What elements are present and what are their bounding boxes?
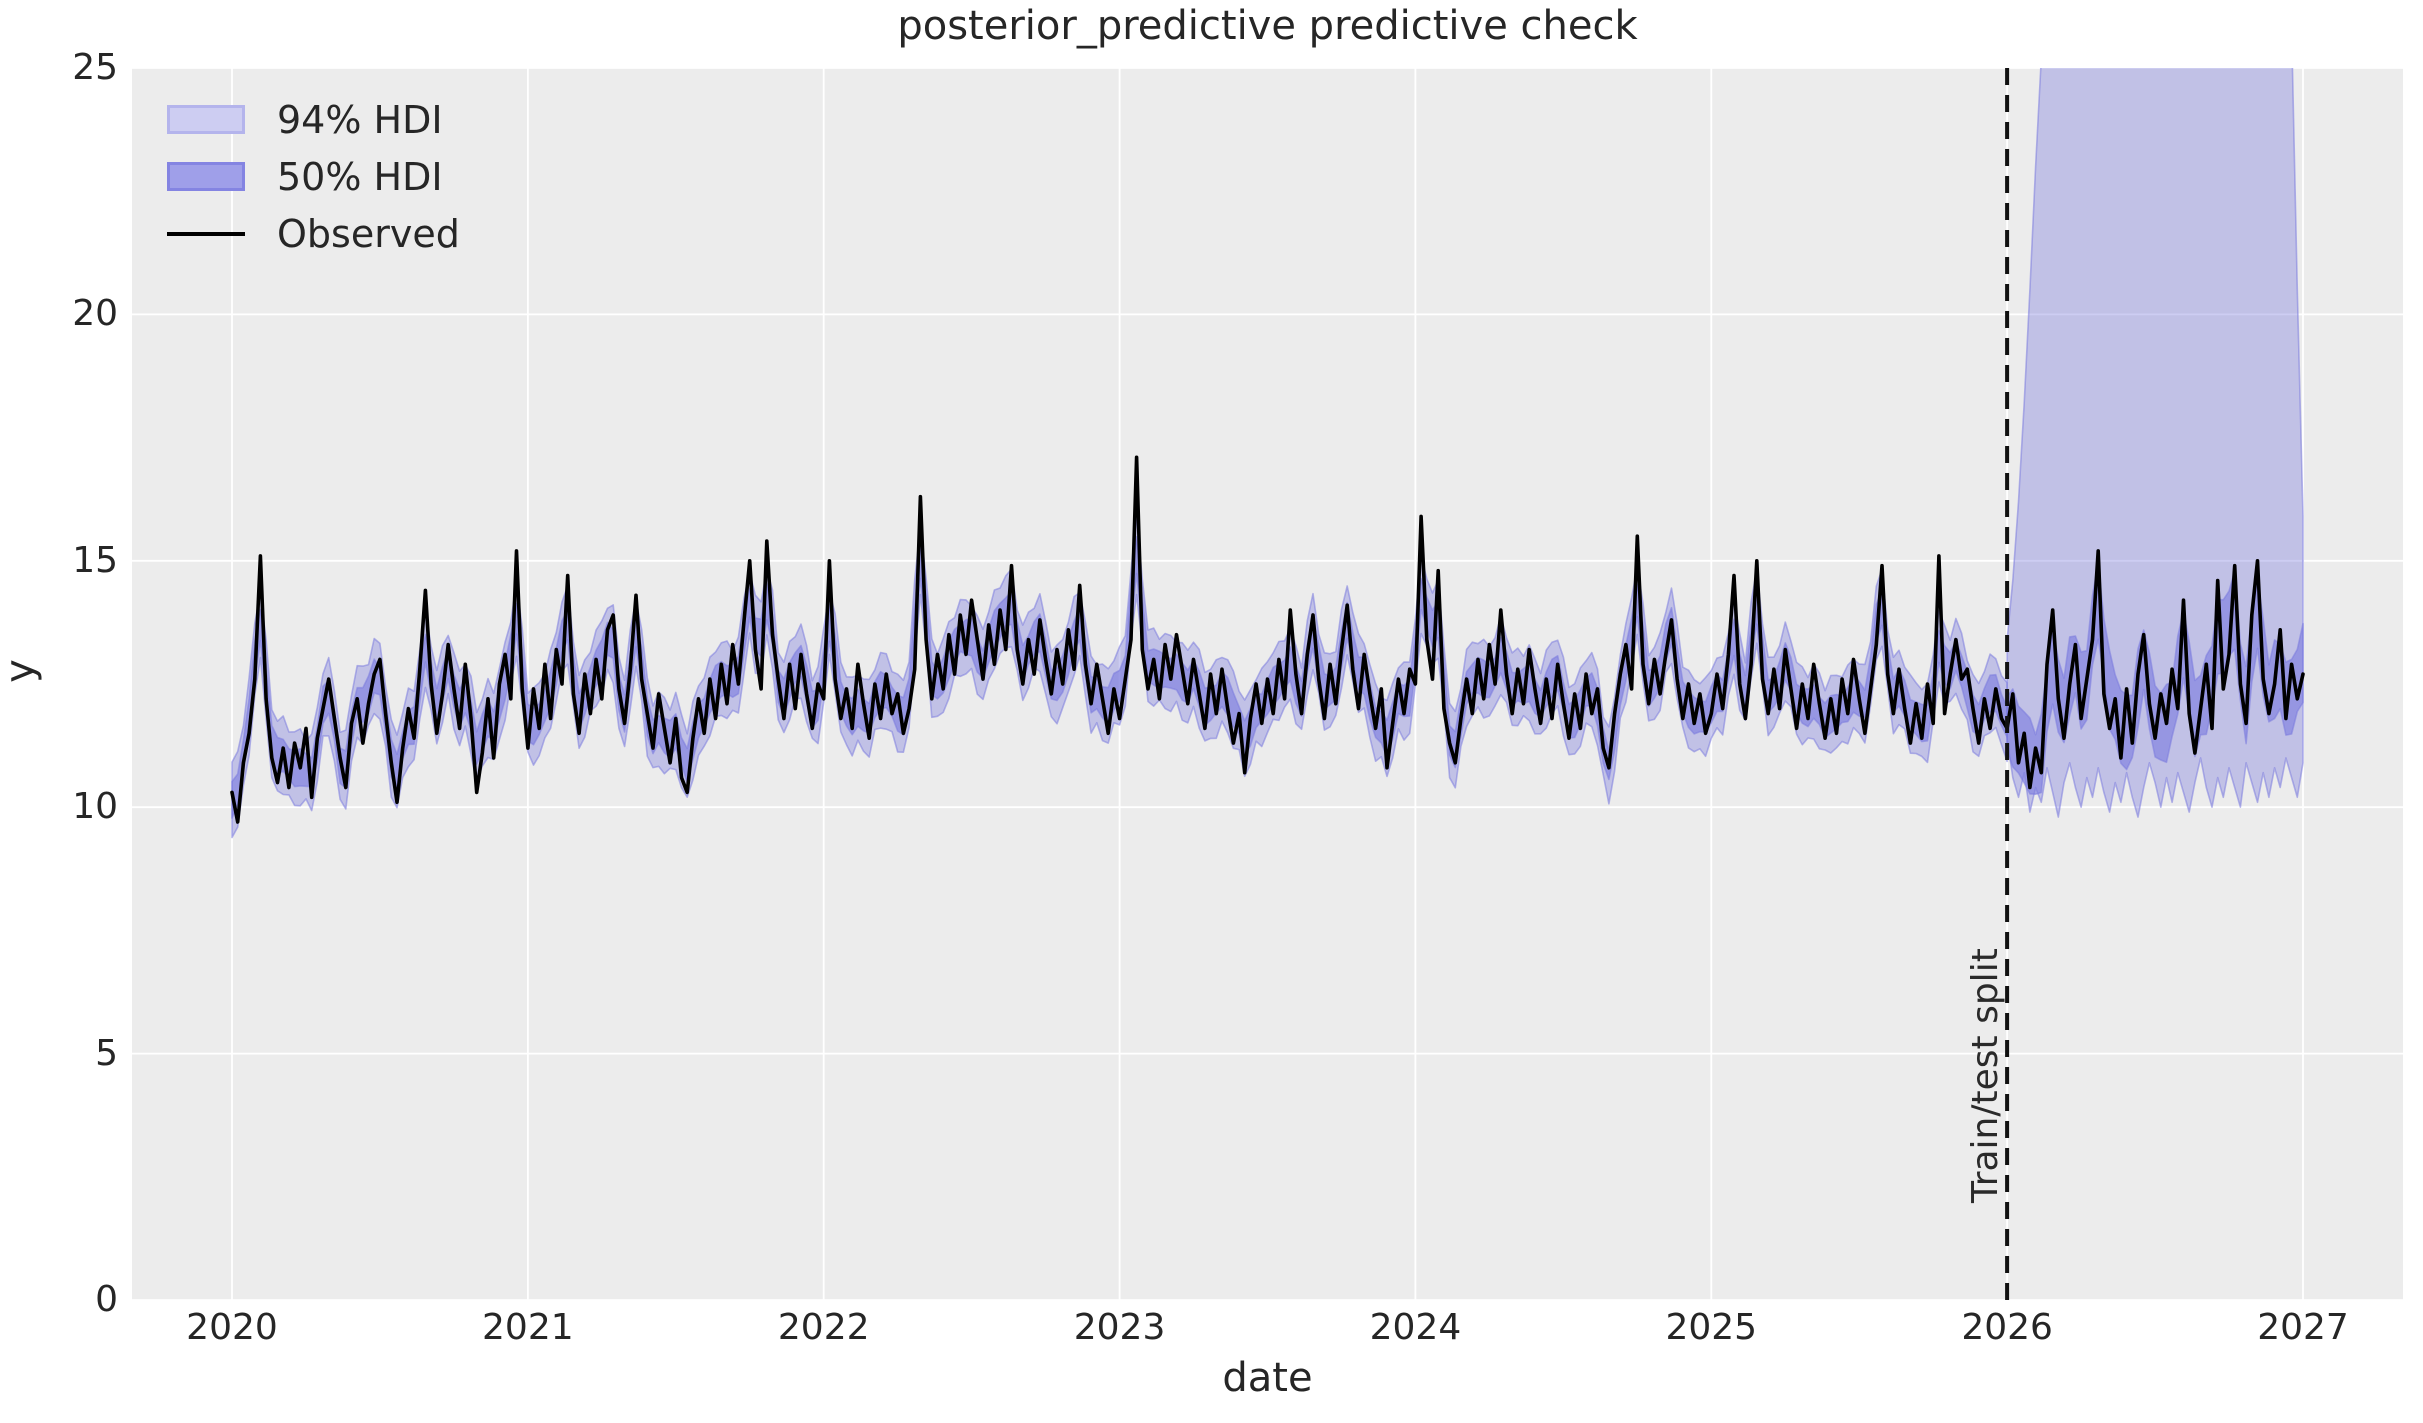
x-tick-label: 2023	[1073, 1307, 1166, 1348]
x-tick-label: 2027	[2257, 1307, 2349, 1348]
x-tick-label: 2021	[482, 1307, 574, 1348]
y-tick-label: 15	[72, 539, 118, 581]
plot-area: Train/test split	[132, 68, 2403, 1300]
94-hdi-swatch-icon	[167, 105, 245, 134]
legend-item-94-hdi: 94% HDI	[167, 98, 460, 142]
x-tick-label: 2025	[1665, 1307, 1758, 1348]
y-tick-label: 20	[72, 293, 118, 335]
x-tick-label: 2022	[777, 1307, 870, 1348]
x-axis-label: date	[1222, 1355, 1313, 1401]
x-tick-label: 2026	[1961, 1307, 2053, 1348]
legend-item-50-hdi: 50% HDI	[167, 155, 460, 199]
legend-label: Observed	[277, 211, 460, 256]
observed-line	[230, 455, 2305, 824]
y-tick-label: 25	[72, 47, 118, 88]
plot-canvas: Train/test split	[132, 68, 2403, 1300]
train-test-split-label: Train/test split	[1965, 948, 2006, 1204]
observed-line-swatch-icon	[167, 231, 245, 236]
legend: 94% HDI 50% HDI Observed	[167, 98, 460, 276]
y-tick-label: 10	[72, 786, 118, 828]
y-axis-label: y	[0, 659, 43, 683]
observed-series	[230, 455, 2305, 824]
y-tick-label: 0	[95, 1279, 118, 1320]
legend-label: 50% HDI	[277, 154, 443, 199]
50-hdi-swatch-icon	[167, 162, 245, 191]
legend-item-observed: Observed	[167, 212, 460, 256]
x-tick-label: 2024	[1369, 1307, 1462, 1348]
y-tick-label: 5	[95, 1032, 118, 1074]
x-tick-label: 2020	[186, 1307, 278, 1348]
legend-label: 94% HDI	[277, 97, 443, 142]
chart-title: posterior_predictive predictive check	[897, 3, 1638, 49]
